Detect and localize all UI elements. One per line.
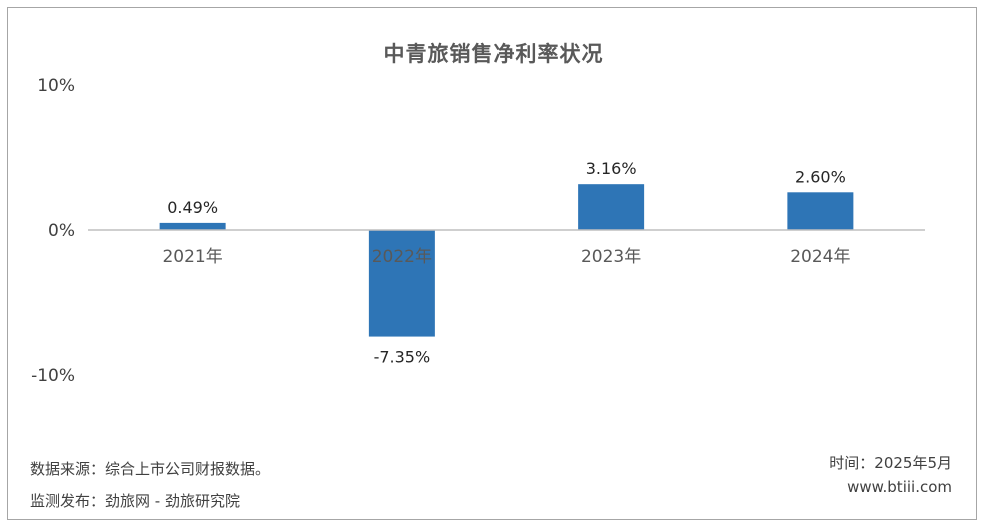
bar-2023年 (578, 184, 645, 230)
y-tick-label: 0% (48, 221, 75, 241)
data-label: 2.60% (795, 167, 846, 186)
x-tick-label: 2023年 (581, 247, 641, 267)
data-label: 0.49% (167, 198, 218, 217)
x-tick-label: 2022年 (372, 247, 432, 267)
bar-2021年 (159, 222, 226, 230)
x-tick-label: 2021年 (162, 247, 222, 267)
publisher-note: 监测发布：劲旅网 - 劲旅研究院 (30, 492, 240, 510)
data-label: 3.16% (586, 159, 637, 178)
data-label: -7.35% (374, 348, 431, 367)
publish-time: 时间：2025年5月 (829, 454, 952, 472)
y-tick-label: -10% (31, 366, 75, 386)
data-source-note: 数据来源：综合上市公司财报数据。 (30, 460, 271, 478)
chart-frame (7, 7, 977, 520)
chart-title: 中青旅销售净利率状况 (383, 42, 604, 66)
bar-2022年 (368, 230, 435, 337)
website-url: www.btiii.com (847, 478, 952, 496)
y-tick-label: 10% (37, 76, 75, 96)
bar-2024年 (787, 192, 854, 230)
x-tick-label: 2024年 (790, 247, 850, 267)
